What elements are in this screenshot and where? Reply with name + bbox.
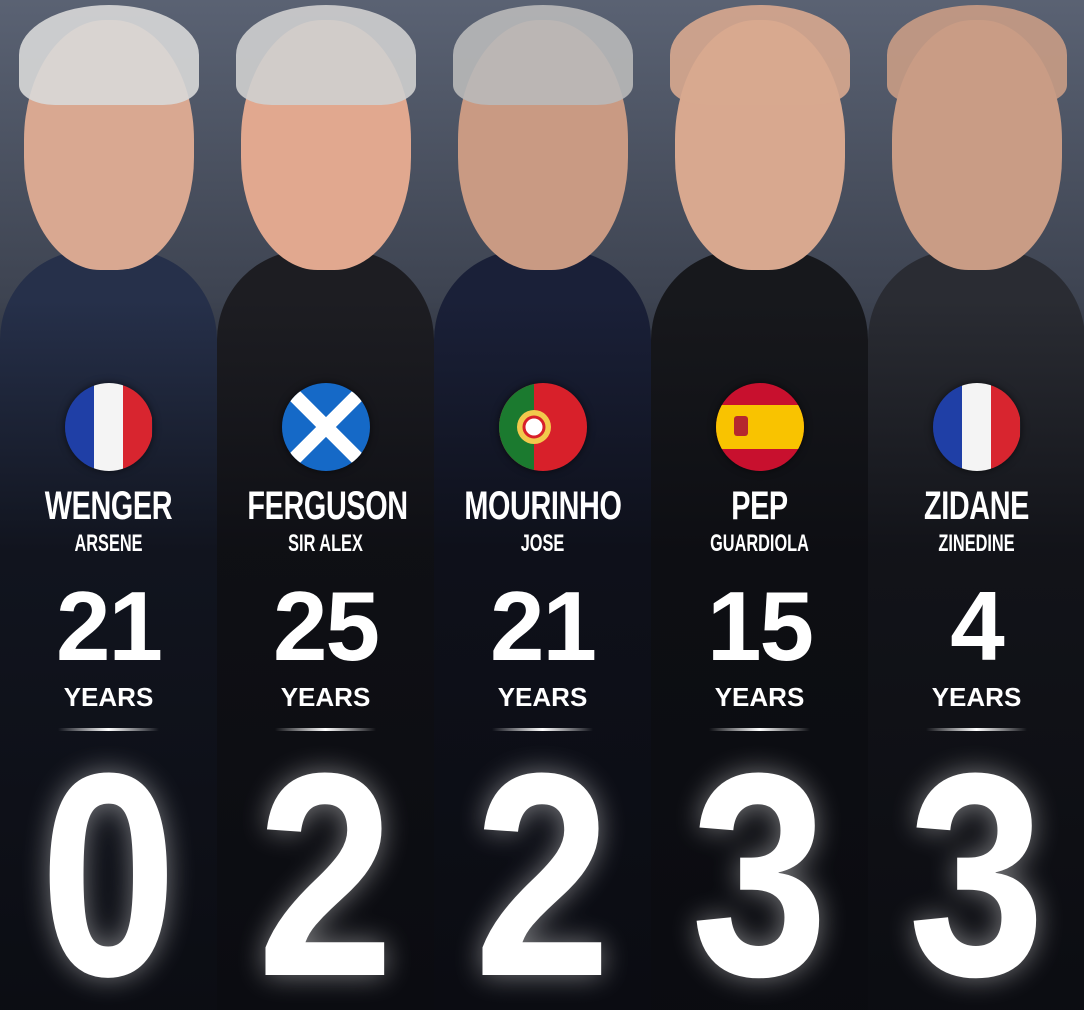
first-name: SIR ALEX bbox=[288, 530, 363, 557]
first-name: JOSE bbox=[520, 530, 565, 557]
photo-hair bbox=[669, 5, 850, 105]
manager-column: WENGER ARSENE 21 YEARS 0 bbox=[0, 0, 217, 1010]
years-value: 15 bbox=[706, 571, 814, 681]
count-value: 2 bbox=[256, 713, 395, 1010]
count-value: 3 bbox=[690, 713, 829, 1010]
divider bbox=[926, 728, 1027, 731]
count-value: 3 bbox=[907, 713, 1046, 1010]
years-label: YEARS bbox=[714, 682, 805, 712]
years-value: 21 bbox=[489, 571, 597, 681]
photo-hair bbox=[18, 5, 199, 105]
photo-hair bbox=[452, 5, 633, 105]
surname: WENGER bbox=[44, 484, 173, 528]
spain-flag-icon bbox=[715, 383, 804, 471]
count-value: 2 bbox=[473, 713, 612, 1010]
first-name: ZINEDINE bbox=[938, 530, 1015, 557]
divider bbox=[275, 728, 376, 731]
surname: PEP bbox=[731, 484, 788, 528]
years-label: YEARS bbox=[63, 682, 154, 712]
years-value: 25 bbox=[272, 571, 380, 681]
manager-column: PEP GUARDIOLA 15 YEARS 3 bbox=[651, 0, 868, 1010]
manager-column: ZIDANE ZINEDINE 4 YEARS 3 bbox=[868, 0, 1084, 1010]
surname: FERGUSON bbox=[247, 484, 408, 528]
first-name: GUARDIOLA bbox=[710, 530, 809, 557]
manager-column: MOURINHO JOSE 21 YEARS 2 bbox=[434, 0, 651, 1010]
divider bbox=[492, 728, 593, 731]
surname: MOURINHO bbox=[464, 484, 622, 528]
portugal-flag-icon bbox=[498, 383, 587, 471]
manager-column: FERGUSON SIR ALEX 25 YEARS 2 bbox=[217, 0, 434, 1010]
photo-hair bbox=[235, 5, 416, 105]
years-label: YEARS bbox=[280, 682, 371, 712]
france-flag-icon bbox=[64, 383, 153, 471]
years-value: 4 bbox=[950, 571, 1005, 681]
years-label: YEARS bbox=[931, 682, 1022, 712]
years-label: YEARS bbox=[497, 682, 588, 712]
surname: ZIDANE bbox=[923, 484, 1030, 528]
count-value: 0 bbox=[39, 713, 178, 1010]
divider bbox=[58, 728, 159, 731]
scotland-flag-icon bbox=[281, 383, 370, 471]
divider bbox=[709, 728, 810, 731]
france-flag-icon bbox=[932, 383, 1021, 471]
first-name: ARSENE bbox=[74, 530, 143, 557]
years-value: 21 bbox=[55, 571, 163, 681]
photo-hair bbox=[886, 5, 1067, 105]
